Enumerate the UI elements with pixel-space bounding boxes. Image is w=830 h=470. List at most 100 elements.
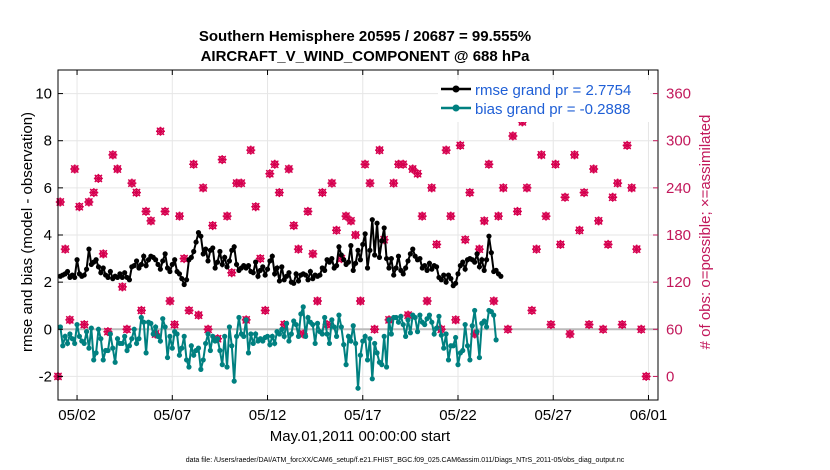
- obs-assimilated-marker: [146, 216, 156, 226]
- obs-count-point: [551, 159, 561, 169]
- obs-assimilated-marker: [360, 159, 370, 169]
- obs-count-point: [194, 310, 204, 320]
- obs-count-point: [331, 225, 341, 235]
- obs-assimilated-marker: [93, 173, 103, 183]
- rmse-point: [350, 267, 356, 273]
- obs-count-point: [512, 206, 522, 216]
- bias-point: [322, 314, 328, 321]
- bias-point: [326, 340, 333, 347]
- obs-count-point: [255, 254, 265, 264]
- bias-point: [324, 331, 330, 337]
- obs-count-point: [603, 239, 613, 249]
- obs-assimilated-marker: [122, 324, 132, 334]
- rmse-point: [286, 270, 292, 276]
- obs-count-point: [432, 239, 442, 249]
- y-tick-label: -2: [39, 368, 52, 385]
- obs-assimilated-marker: [594, 216, 604, 226]
- y-tick-label: 8: [44, 133, 52, 150]
- obs-count-point: [127, 178, 137, 188]
- obs-count-point: [89, 188, 99, 198]
- rmse-point: [333, 263, 340, 269]
- bias-point: [107, 331, 113, 337]
- bias-point: [198, 366, 204, 372]
- obs-count-point: [70, 164, 80, 174]
- rmse-point: [64, 268, 71, 275]
- bias-point: [133, 340, 140, 347]
- bias-point: [60, 343, 66, 349]
- chart-subtitle: AIRCRAFT_V_WIND_COMPONENT @ 688 hPa: [201, 48, 531, 65]
- obs-count-point: [184, 305, 194, 315]
- bias-point: [303, 333, 309, 339]
- obs-assimilated-marker: [65, 315, 75, 325]
- bias-point: [333, 333, 340, 339]
- rmse-point: [253, 259, 259, 265]
- obs-count-point: [175, 211, 185, 221]
- obs-assimilated-marker: [98, 249, 108, 259]
- obs-assimilated-marker: [165, 296, 175, 306]
- obs-assimilated-marker: [460, 235, 470, 245]
- rmse-point: [329, 255, 335, 262]
- obs-assimilated-marker: [470, 329, 480, 339]
- rmse-point: [222, 254, 228, 260]
- bias-point: [493, 337, 499, 343]
- y-tick-label: 6: [44, 180, 52, 197]
- obs-assimilated-marker: [394, 159, 404, 169]
- bias-point: [200, 357, 206, 363]
- obs-assimilated-marker: [403, 310, 413, 320]
- bias-point: [236, 314, 242, 321]
- rmse-point: [403, 265, 409, 271]
- rmse-point: [472, 259, 478, 265]
- bias-point: [138, 314, 144, 321]
- rmse-point: [348, 243, 354, 249]
- bias-point: [160, 316, 166, 322]
- bias-point: [86, 345, 92, 351]
- y-tick-label: 0: [44, 321, 52, 338]
- obs-assimilated-marker: [327, 178, 337, 188]
- rmse-point: [322, 267, 328, 273]
- rmse-point: [269, 253, 275, 259]
- bias-point: [319, 331, 325, 337]
- obs-assimilated-marker: [293, 244, 303, 254]
- obs-assimilated-marker: [365, 178, 375, 188]
- bias-point: [229, 343, 235, 349]
- obs-assimilated-marker: [417, 211, 427, 221]
- tick-marks: [58, 70, 658, 400]
- obs-assimilated-marker: [398, 159, 408, 169]
- obs-assimilated-marker: [312, 296, 322, 306]
- rmse-point: [462, 266, 468, 272]
- obs-count-point: [341, 211, 351, 221]
- y2-tick-label: 240: [666, 180, 691, 197]
- obs-assimilated-marker: [131, 188, 141, 198]
- obs-assimilated-marker: [260, 305, 270, 315]
- rmse-point: [474, 251, 480, 257]
- obs-count-point: [312, 296, 322, 306]
- obs-assimilated-marker: [103, 327, 113, 337]
- bias-point: [126, 343, 133, 349]
- obs-assimilated-marker: [160, 206, 170, 216]
- rmse-point: [74, 257, 80, 263]
- obs-count-point: [227, 268, 237, 278]
- bias-point: [181, 333, 187, 339]
- x-tick-label: 05/22: [439, 407, 477, 424]
- bias-point: [469, 323, 475, 329]
- bias-point: [272, 340, 278, 347]
- obs-assimilated-marker: [627, 183, 637, 193]
- obs-assimilated-marker: [303, 206, 313, 216]
- obs-assimilated-marker: [551, 159, 561, 169]
- rmse-point: [483, 257, 490, 263]
- obs-count-point: [560, 192, 570, 202]
- obs-assimilated-marker: [274, 188, 284, 198]
- obs-assimilated-marker: [560, 192, 570, 202]
- bias-point: [105, 347, 111, 354]
- rmse-point: [276, 278, 283, 284]
- bias-point: [369, 376, 375, 382]
- obs-assimilated-marker: [70, 164, 80, 174]
- rmse-point: [169, 261, 175, 268]
- bias-point: [314, 320, 321, 326]
- obs-assimilated-marker: [222, 211, 232, 221]
- obs-assimilated-marker: [584, 320, 594, 330]
- x-tick-label: 05/12: [249, 407, 287, 424]
- bias-point: [186, 364, 192, 370]
- rmse-point: [476, 264, 483, 270]
- rmse-point: [381, 225, 387, 231]
